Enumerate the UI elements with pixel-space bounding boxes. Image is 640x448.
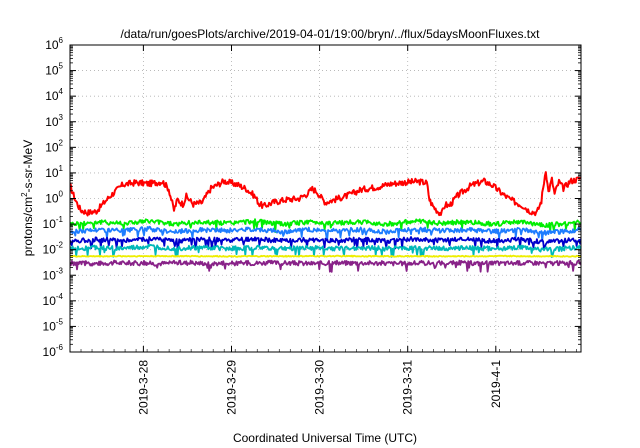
y-tick-label: 104	[45, 87, 63, 103]
y-tick-label: 101	[45, 164, 63, 180]
series-layer	[70, 171, 581, 273]
y-tick-label: 103	[45, 113, 63, 129]
y-tick-label: 10-2	[43, 241, 64, 257]
y-tick-label: 10-4	[43, 292, 64, 308]
x-tick-label: 2019-3-29	[224, 360, 238, 415]
x-tick-label: 2019-4-1	[489, 360, 503, 408]
x-tick-label: 2019-3-30	[313, 360, 327, 415]
series-line-3	[70, 225, 581, 243]
series-line-6	[70, 254, 581, 258]
y-tick-label: 105	[45, 62, 63, 78]
y-tick-label: 10-6	[43, 343, 64, 359]
y-axis-label: protons/cm2-s-sr-MeV	[20, 140, 35, 256]
x-tick-label: 2019-3-31	[401, 360, 415, 415]
series-line-5	[70, 243, 581, 258]
chart-title: /data/run/goesPlots/archive/2019-04-01/1…	[121, 27, 541, 41]
y-tick-label: 102	[45, 138, 63, 154]
series-line-7	[70, 259, 581, 273]
y-tick-label: 10-5	[43, 317, 64, 333]
grid-lines	[70, 45, 581, 352]
y-tick-label: 10-1	[43, 215, 64, 231]
series-line-4	[70, 236, 581, 250]
x-axis-ticks: 2019-3-28 2019-3-29 2019-3-30 2019-3-31 2019…	[69, 45, 577, 415]
series-line-1	[70, 171, 581, 217]
y-tick-label: 10-3	[43, 266, 64, 282]
x-tick-label: 2019-3-28	[136, 360, 150, 415]
y-tick-label: 106	[45, 36, 63, 52]
y-axis-ticks: 106 105 104 103 102 101 100 10-1 10-2 10-3 10-4 10-…	[43, 36, 581, 359]
x-axis-label: Coordinated Universal Time (UTC)	[233, 431, 417, 445]
series-line-2	[70, 218, 581, 233]
y-tick-label: 100	[45, 190, 63, 206]
